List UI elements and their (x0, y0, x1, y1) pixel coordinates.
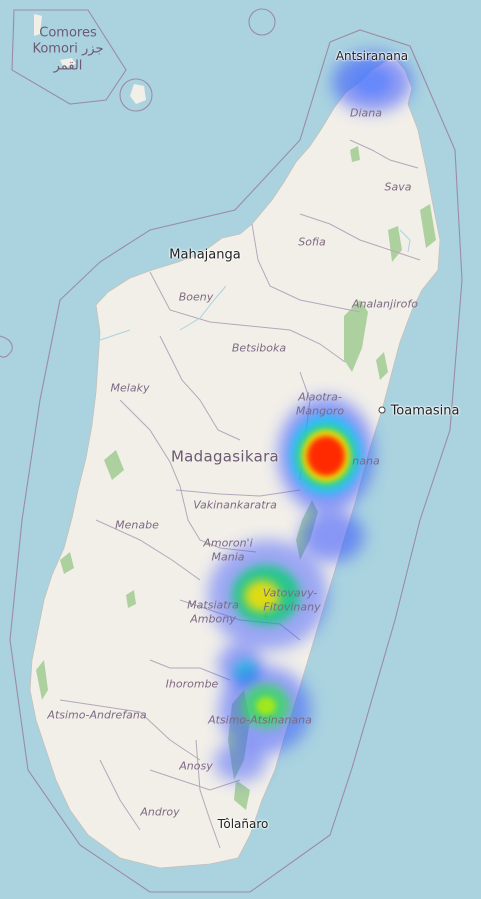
region-label-matsiatra: Matsiatra (187, 598, 239, 612)
region-label-boeny: Boeny (178, 290, 214, 304)
region-label-sava: Sava (384, 180, 412, 194)
city-label-tolanaro[interactable]: Tôlañaro (217, 817, 269, 831)
city-marker-toamasina (378, 406, 386, 414)
comoros-island-3 (130, 84, 146, 104)
region-label-betsiboka: Betsiboka (231, 341, 287, 355)
region-label-atsimo-andrefana: Atsimo-Andrefana (47, 708, 147, 722)
islet-boundary (248, 8, 276, 36)
region-label-mania: Mania (211, 550, 245, 564)
city-label-antsiranana[interactable]: Antsiranana (335, 49, 409, 63)
maritime-boundary (9, 29, 463, 893)
region-label-ambony: Ambony (190, 612, 236, 626)
country-label: Madagasikara (170, 447, 280, 466)
region-label-mangoro: Mangoro (295, 404, 345, 418)
heat-spot (354, 68, 390, 96)
comoros-boundary (11, 9, 127, 105)
region-label-alaotra: Alaotra- (298, 390, 342, 404)
region-borders (59, 139, 421, 849)
comoros-label: Comores Komori جزر القمر (32, 26, 103, 75)
comoros-label-line-2: Komori جزر (32, 41, 104, 57)
city-label-toamasina[interactable]: Toamasina (390, 403, 460, 419)
region-label-menabe: Menabe (115, 518, 159, 532)
region-label-melaky: Melaky (110, 381, 150, 395)
region-label-fitovinany: Fitovinany (263, 600, 321, 614)
comoros-label-line-3: القمر (53, 58, 83, 74)
region-label-atsinanana: nana (352, 454, 380, 468)
region-label-atsimo-atsinanana: Atsimo-Atsinanana (208, 713, 312, 727)
rivers (81, 229, 411, 351)
comoros-island (34, 14, 42, 36)
region-label-anosy: Anosy (179, 759, 213, 773)
city-label-mahajanga[interactable]: Mahajanga (169, 247, 241, 263)
heat-spot (244, 580, 280, 612)
heat-spot (256, 697, 276, 715)
comoros-label-line-1: Comores (39, 25, 97, 41)
region-label-analanjirofo: Analanjirofo (352, 297, 418, 311)
region-label-vatovavy: Vatovavy- (262, 586, 318, 600)
region-label-vakinankaratra: Vakinankaratra (193, 498, 277, 512)
region-label-diana: Diana (350, 106, 382, 120)
islet-boundary-2 (119, 78, 153, 112)
heatmap-layer (208, 52, 412, 782)
heat-spot (307, 436, 345, 476)
comoros-island-2 (60, 58, 76, 68)
heat-spot (300, 510, 364, 562)
region-label-ihorombe: Ihorombe (165, 677, 219, 691)
region-label-androy: Androy (140, 805, 180, 819)
heat-spot (214, 742, 266, 782)
madagascar-landmass (29, 57, 441, 869)
region-label-amoron: Amoron'i (203, 536, 253, 550)
west-boundary (0, 335, 13, 358)
region-label-sofia: Sofia (298, 235, 326, 249)
